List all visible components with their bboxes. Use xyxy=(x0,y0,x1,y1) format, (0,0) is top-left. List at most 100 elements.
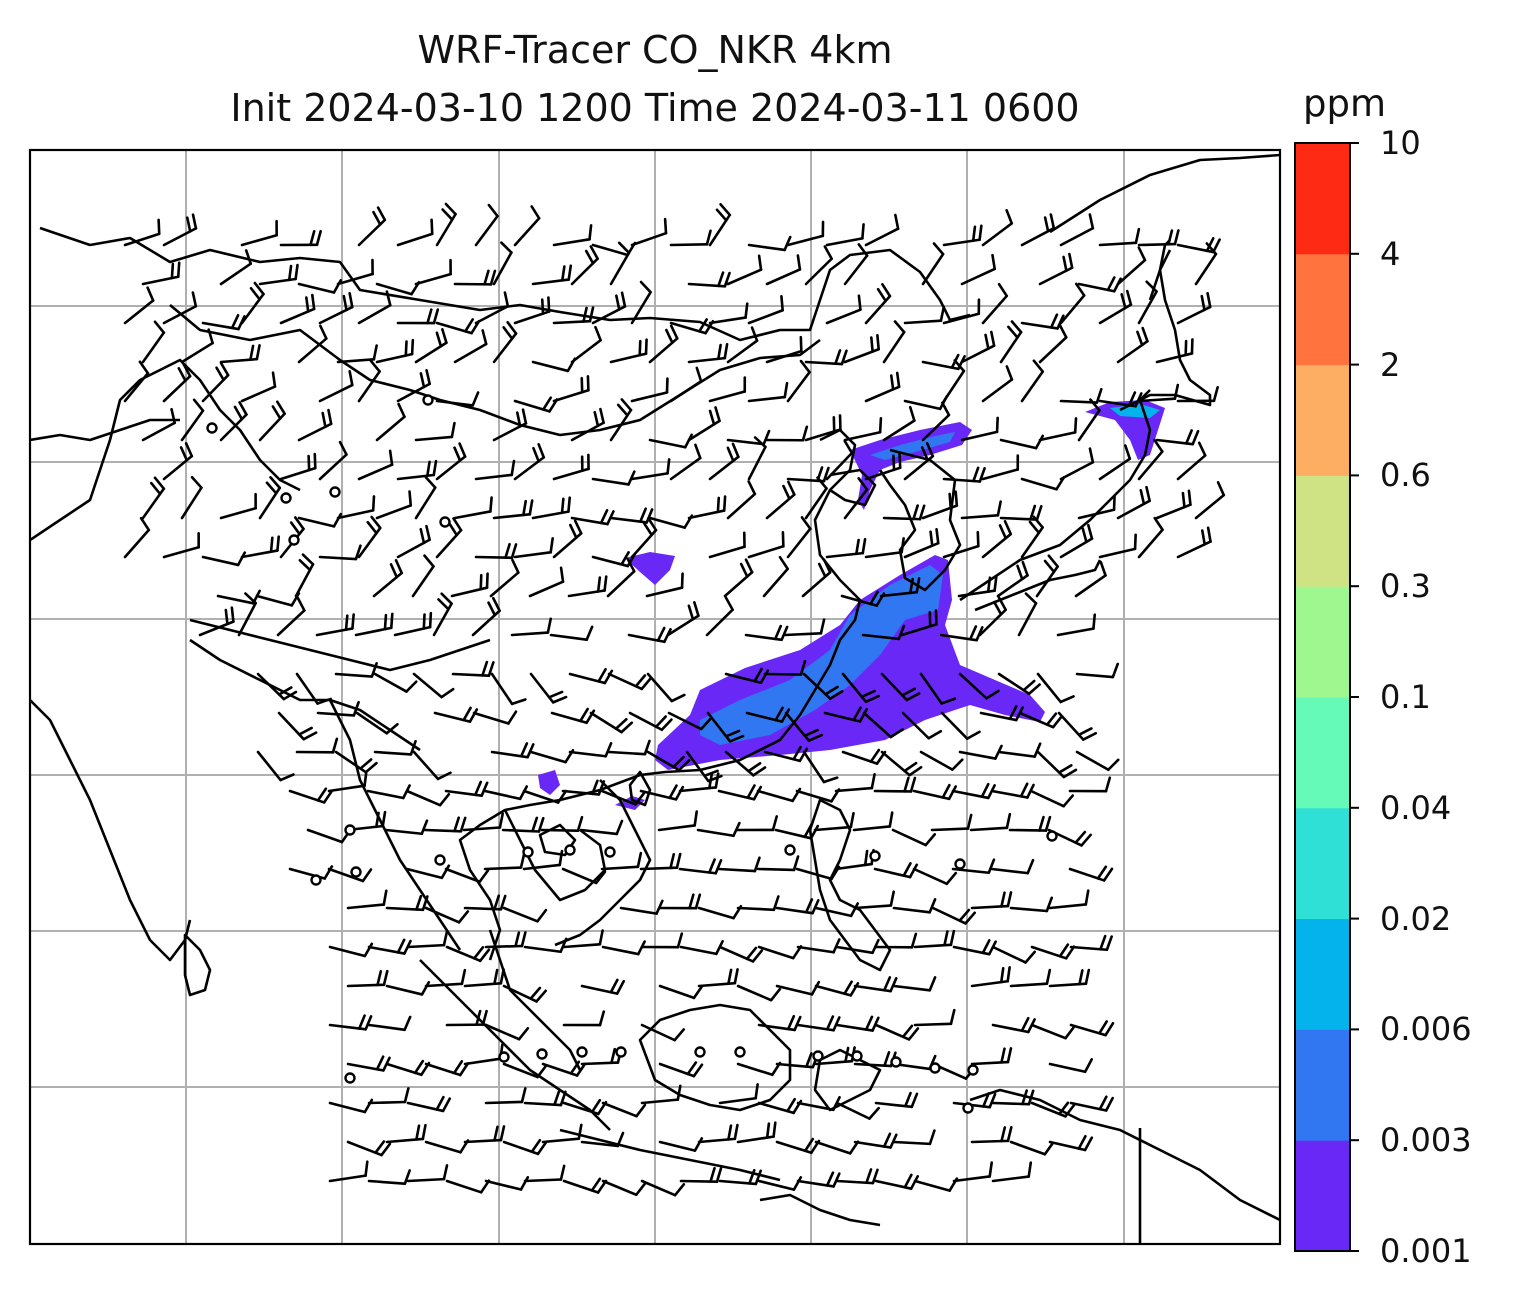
wind-barb xyxy=(930,813,973,832)
wind-barb xyxy=(435,202,457,247)
wind-barb xyxy=(825,294,862,325)
wind-barb xyxy=(747,381,789,403)
wind-barb xyxy=(1020,213,1056,247)
wind-barb xyxy=(357,515,382,559)
wind-barb xyxy=(1048,889,1090,910)
wind-barb xyxy=(880,750,923,777)
wind-barb xyxy=(385,1123,427,1144)
wind-barb xyxy=(1075,750,1120,772)
wind-barb xyxy=(823,706,869,723)
wind-barb xyxy=(393,611,433,637)
wind-barb xyxy=(484,1176,530,1191)
wind-barb xyxy=(600,851,643,871)
wind-barb xyxy=(999,504,1043,521)
wind-barb xyxy=(1176,237,1221,254)
wind-barb xyxy=(940,711,981,740)
wind-barb xyxy=(384,819,429,836)
wind-barb xyxy=(276,596,306,637)
wind-barb xyxy=(1155,489,1192,520)
wind-barb xyxy=(802,672,844,700)
wind-barb xyxy=(568,667,614,685)
wind-barb xyxy=(561,867,607,885)
wind-barb xyxy=(1030,1101,1076,1118)
wind-barb xyxy=(990,858,1035,875)
wind-barb xyxy=(919,672,957,705)
wind-barb xyxy=(1059,447,1095,481)
wind-barb xyxy=(580,1131,625,1148)
wind-barb xyxy=(1098,444,1132,481)
wind-barb xyxy=(1074,560,1107,598)
wind-barb xyxy=(981,365,1014,403)
wind-barb xyxy=(1176,526,1212,559)
wind-barb xyxy=(1038,323,1068,364)
wind-barb xyxy=(474,542,518,560)
wind-barb xyxy=(277,711,318,741)
map-title-line-2: Init 2024-03-10 1200 Time 2024-03-11 060… xyxy=(230,86,1080,130)
wind-barb xyxy=(162,532,200,559)
wind-barb xyxy=(999,434,1045,450)
wind-barb xyxy=(913,929,956,949)
wind-barb xyxy=(913,1008,956,1027)
wind-barb xyxy=(327,867,373,883)
wind-barb xyxy=(367,1087,410,1105)
wind-barb xyxy=(724,667,770,685)
colorbar-unit-label: ppm xyxy=(1303,82,1387,125)
colorbar-tick-label: 2 xyxy=(1380,345,1401,384)
wind-barb xyxy=(405,789,451,807)
wind-barb xyxy=(591,291,627,325)
wind-barb xyxy=(736,1121,777,1144)
wind-barb xyxy=(357,290,392,325)
wind-barb xyxy=(492,408,528,442)
calm-wind-marker xyxy=(422,394,434,406)
wind-barb xyxy=(483,852,526,871)
wind-barb xyxy=(630,458,671,481)
colorbar-segment xyxy=(1295,475,1350,587)
colorbar-tick-label: 0.04 xyxy=(1380,788,1452,827)
wind-barb xyxy=(942,298,981,325)
wind-barb xyxy=(814,1140,860,1155)
wind-barb xyxy=(1020,359,1045,403)
wind-barb xyxy=(279,293,316,325)
wind-barb xyxy=(745,706,791,723)
wind-barb xyxy=(756,855,800,872)
wind-barb xyxy=(960,500,1002,520)
wind-barb xyxy=(669,443,702,481)
wind-barb xyxy=(912,867,958,886)
wind-barb xyxy=(328,1014,373,1031)
wind-barb xyxy=(784,711,824,743)
wind-barb xyxy=(658,984,704,1000)
wind-barb xyxy=(786,220,825,247)
coastline-java xyxy=(559,1128,781,1182)
wind-barb xyxy=(346,889,388,910)
wind-barb xyxy=(502,906,548,923)
coastline-india-peninsula xyxy=(30,699,192,962)
wind-barb xyxy=(723,558,754,598)
wind-barb xyxy=(880,672,921,702)
wind-barb xyxy=(523,937,568,954)
wind-barb xyxy=(561,779,606,796)
wind-barb xyxy=(435,391,480,407)
wind-barb xyxy=(502,984,547,1003)
wind-barb xyxy=(489,558,520,598)
coastline-russia-east xyxy=(1049,153,1280,234)
wind-barb xyxy=(601,1179,647,1197)
wind-barb xyxy=(180,328,214,364)
calm-wind-marker xyxy=(929,1062,941,1074)
wind-barb xyxy=(540,815,584,832)
wind-barb xyxy=(256,750,295,782)
wind-barb xyxy=(921,242,945,286)
wind-barb xyxy=(981,454,1020,481)
wind-barb xyxy=(882,320,906,364)
colorbar-tick-label: 10 xyxy=(1380,124,1421,162)
wind-barb xyxy=(451,660,495,677)
wind-barb xyxy=(570,407,605,442)
wind-barb xyxy=(1048,1134,1094,1152)
wind-barb xyxy=(373,672,418,693)
colorbar-tick-label: 0.006 xyxy=(1380,1010,1472,1049)
colorbar-segment xyxy=(1295,364,1350,476)
wind-barb xyxy=(562,1010,606,1027)
wind-barb xyxy=(414,475,437,520)
colorbar-tick-label: 0.6 xyxy=(1380,456,1431,495)
wind-barb xyxy=(997,742,1042,758)
wind-barb xyxy=(891,828,937,847)
